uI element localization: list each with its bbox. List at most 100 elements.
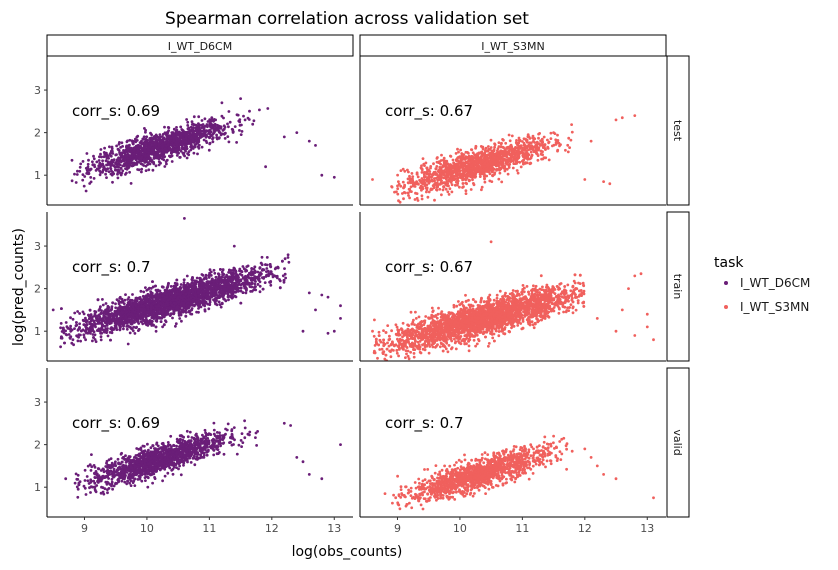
data-point [281,274,285,278]
data-point [266,269,270,273]
data-point [614,118,618,122]
data-point [433,198,436,202]
data-point [430,179,434,182]
data-point [194,126,198,130]
data-point [501,158,505,162]
data-point [483,165,487,168]
data-point [134,144,138,148]
data-point [182,151,186,155]
data-point [538,132,541,135]
data-point [483,153,487,156]
data-point [491,174,495,178]
data-point [411,175,415,178]
data-point [415,171,419,175]
data-point [223,132,227,135]
data-point [86,162,90,166]
data-point [211,133,215,136]
data-point [540,157,543,161]
data-point [436,185,439,189]
data-point [458,169,462,172]
data-point [463,163,467,167]
data-point [164,319,167,322]
data-point [169,136,173,140]
data-point [446,190,450,194]
data-point [458,176,462,179]
data-point [515,160,519,164]
data-point [499,159,502,162]
data-point [442,185,446,189]
data-point [176,147,180,151]
data-point [533,141,537,144]
data-point [543,144,546,148]
data-point [258,108,261,112]
data-point [131,142,135,146]
data-point [227,125,230,129]
data-point [215,136,219,139]
data-point [218,131,222,134]
data-point [119,146,122,149]
data-point [91,163,95,167]
data-point [174,129,178,133]
data-point [154,329,158,333]
data-point [146,154,150,157]
data-point [234,295,238,299]
data-point [452,177,456,181]
data-point [238,129,241,132]
data-point [108,331,112,334]
data-point [465,175,468,178]
data-point [215,133,219,137]
data-point [168,139,172,143]
data-point [169,285,173,288]
data-point [213,271,217,275]
data-point [441,188,445,192]
data-point [190,123,194,126]
data-point [200,119,204,122]
data-point [510,134,514,138]
data-point [482,156,486,160]
data-point [128,331,132,335]
data-point [287,260,291,264]
data-point [161,144,164,148]
data-point [128,161,132,164]
data-point [207,148,211,152]
data-point [116,172,119,176]
data-point [133,137,137,141]
data-point [85,152,89,155]
data-point [442,156,446,160]
data-point [478,175,482,178]
data-point [484,146,488,150]
data-point [149,131,152,135]
data-point [132,325,136,329]
data-point [89,176,93,179]
data-point [162,151,165,155]
data-point [107,156,110,160]
data-point [98,173,102,177]
data-point [101,163,105,167]
data-point [178,139,182,143]
data-point [132,152,136,156]
data-point [147,168,151,172]
data-point [135,153,139,157]
data-point [395,190,398,194]
data-point [524,161,527,165]
data-point [192,126,195,130]
data-point [117,148,121,152]
data-point [406,191,410,195]
data-point [415,196,419,200]
data-point [109,166,112,170]
data-point [461,153,465,157]
data-point [177,151,181,155]
data-point [73,172,76,176]
data-point [549,131,553,135]
data-point [93,338,97,341]
data-point [132,161,135,165]
data-point [227,298,230,302]
data-point [121,155,124,158]
data-point [520,149,524,152]
data-point [109,172,113,176]
data-point [496,149,499,152]
data-point [451,164,454,168]
data-point [458,172,462,175]
data-point [435,181,439,185]
